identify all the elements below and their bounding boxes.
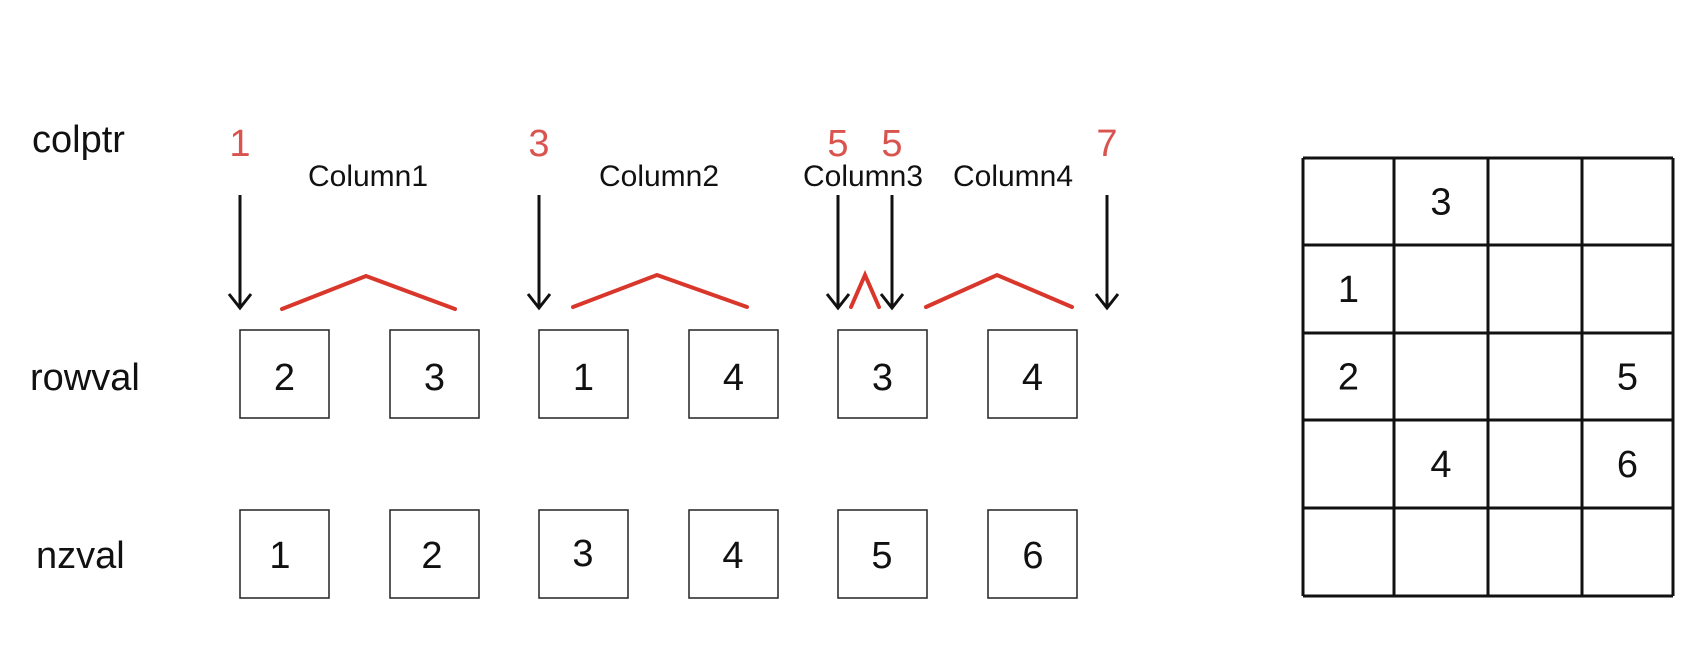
rowval-box-6: 4 — [987, 329, 1078, 419]
pointer-arrow-2 — [526, 195, 552, 311]
rowval-value-6: 4 — [1022, 357, 1043, 399]
rowval-value-3: 1 — [573, 357, 594, 399]
rowval-value-1: 2 — [274, 357, 295, 399]
column-label-2: Column2 — [599, 160, 719, 193]
rowval-box-3: 1 — [538, 329, 629, 419]
nzval-value-1: 1 — [269, 535, 290, 577]
dense-matrix-grid: 3 1 2 5 4 6 — [1301, 156, 1675, 598]
colptr-value-2: 3 — [528, 123, 549, 165]
rowval-value-2: 3 — [424, 357, 445, 399]
rowval-box-2: 3 — [389, 329, 480, 419]
colptr-value-5: 7 — [1096, 123, 1117, 165]
colptr-value-1: 1 — [229, 123, 250, 165]
matrix-cell-r1-c2: 3 — [1430, 182, 1451, 224]
rowval-label: rowval — [30, 357, 140, 399]
column-brace-3 — [849, 270, 881, 309]
column-brace-4 — [924, 272, 1074, 309]
nzval-box-4: 4 — [688, 509, 779, 599]
matrix-cell-r4-c2: 4 — [1430, 444, 1451, 486]
matrix-cell-r3-c4: 5 — [1617, 357, 1638, 399]
nzval-value-3: 3 — [572, 533, 593, 575]
column-label-4: Column4 — [953, 160, 1073, 193]
column-brace-1 — [280, 273, 457, 311]
nzval-boxes: 1 2 3 4 5 6 — [239, 509, 1078, 599]
rowval-value-4: 4 — [723, 357, 744, 399]
matrix-cell-r3-c1: 2 — [1338, 357, 1359, 399]
pointer-arrows — [227, 195, 1120, 311]
pointer-arrow-5 — [1094, 195, 1120, 311]
colptr-values: 1 3 5 5 7 — [229, 123, 1117, 165]
rowval-box-4: 4 — [688, 329, 779, 419]
matrix-cell-r4-c4: 6 — [1617, 444, 1638, 486]
nzval-value-2: 2 — [421, 535, 442, 577]
pointer-arrow-3 — [825, 195, 851, 311]
nzval-value-5: 5 — [871, 535, 892, 577]
column-label-3: Column3 — [803, 160, 923, 193]
nzval-box-1: 1 — [239, 509, 330, 599]
nzval-box-2: 2 — [389, 509, 480, 599]
pointer-arrow-4 — [879, 195, 905, 311]
column-brace-2 — [571, 272, 749, 309]
column-braces — [280, 270, 1074, 311]
colptr-label: colptr — [32, 119, 125, 161]
colptr-value-3: 5 — [827, 123, 848, 165]
matrix-cell-r2-c1: 1 — [1338, 269, 1359, 311]
column-labels: Column1 Column2 Column3 Column4 — [308, 160, 1073, 193]
pointer-arrow-1 — [227, 195, 253, 311]
nzval-value-6: 6 — [1022, 535, 1043, 577]
rowval-box-5: 3 — [837, 329, 928, 419]
column-label-1: Column1 — [308, 160, 428, 193]
nzval-label: nzval — [36, 535, 125, 577]
nzval-box-3: 3 — [538, 509, 629, 599]
rowval-box-1: 2 — [239, 329, 330, 419]
nzval-box-5: 5 — [837, 509, 928, 599]
rowval-value-5: 3 — [872, 357, 893, 399]
nzval-value-4: 4 — [722, 535, 743, 577]
colptr-value-4: 5 — [881, 123, 902, 165]
rowval-boxes: 2 3 1 4 3 4 — [239, 329, 1078, 419]
nzval-box-6: 6 — [987, 509, 1078, 599]
